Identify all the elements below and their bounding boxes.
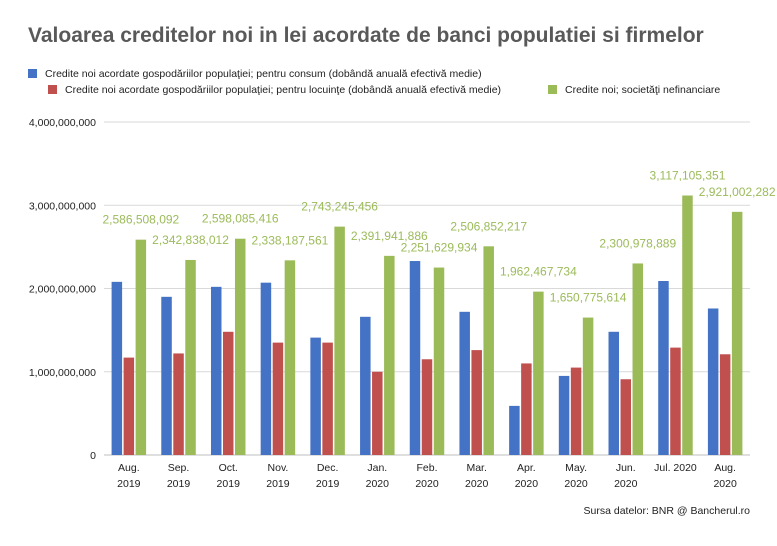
- bar-3: [731, 211, 743, 455]
- bar-2: [471, 350, 482, 455]
- bar-2: [372, 371, 383, 455]
- data-label: 2,391,941,886: [351, 229, 428, 243]
- x-tick-label-year: 2019: [117, 478, 141, 490]
- bar-1: [210, 286, 222, 455]
- legend-swatch-consum: [28, 69, 37, 78]
- x-tick-label-year: 2019: [167, 478, 191, 490]
- bar-1: [707, 308, 719, 455]
- x-tick-label: Aug.: [714, 462, 736, 474]
- bar-1: [558, 375, 570, 455]
- source-note: Sursa datelor: BNR @ Bancherul.ro: [583, 505, 750, 517]
- bar-1: [360, 316, 371, 455]
- x-tick-label-year: 2019: [266, 478, 290, 490]
- x-tick-label: Sep.: [168, 462, 190, 474]
- legend-swatch-locuinte: [48, 85, 57, 94]
- legend-item-locuinte: Credite noi acordate gospodăriilor popul…: [48, 84, 501, 96]
- bar-2: [570, 367, 582, 455]
- data-label: 2,598,085,416: [202, 212, 279, 226]
- bar-1: [459, 311, 470, 455]
- bar-3: [234, 238, 246, 455]
- bar-1: [161, 296, 172, 455]
- bar-2: [620, 379, 632, 455]
- bar-3: [135, 239, 147, 455]
- x-tick-label: Jun.: [616, 462, 636, 474]
- bar-3: [582, 317, 594, 455]
- bar-3: [632, 263, 644, 455]
- bar-2: [421, 359, 433, 455]
- x-tick-label: Jan.: [367, 462, 387, 474]
- y-tick-label: 4,000,000,000: [29, 117, 96, 129]
- y-tick-label: 2,000,000,000: [29, 284, 96, 296]
- data-label: 2,300,978,889: [599, 236, 676, 250]
- bar-1: [260, 282, 272, 455]
- bar-3: [185, 259, 196, 455]
- x-tick-label-year: 2020: [465, 478, 489, 490]
- x-tick-label: Mar.: [466, 462, 486, 474]
- bar-2: [670, 347, 681, 455]
- y-tick-label: 1,000,000,000: [29, 367, 96, 379]
- bar-3: [533, 291, 544, 455]
- chart-title: Valoarea creditelor noi in lei acordate …: [28, 24, 704, 47]
- data-label: 2,743,245,456: [301, 200, 378, 214]
- x-tick-label: Apr.: [517, 462, 536, 474]
- data-label: 2,342,838,012: [152, 233, 229, 247]
- bar-1: [658, 281, 669, 455]
- x-tick-label: Jul. 2020: [654, 462, 697, 474]
- data-label: 2,586,508,092: [102, 213, 179, 227]
- x-tick-label-year: 2020: [713, 478, 737, 490]
- y-tick-label: 0: [90, 450, 96, 462]
- bar-3: [433, 267, 445, 455]
- data-label: 3,117,105,351: [650, 169, 726, 183]
- x-tick-label-year: 2020: [614, 478, 638, 490]
- x-tick-label-year: 2020: [564, 478, 588, 490]
- legend-label-nefinanciare: Credite noi; societăţi nefinanciare: [565, 84, 721, 96]
- x-tick-label: Dec.: [317, 462, 339, 474]
- bar-2: [222, 331, 234, 455]
- x-tick-label-year: 2020: [366, 478, 390, 490]
- data-label: 2,338,187,561: [252, 233, 329, 247]
- bar-3: [334, 226, 345, 455]
- bar-1: [608, 331, 620, 455]
- x-tick-label: May.: [565, 462, 587, 474]
- x-tick-label-year: 2020: [515, 478, 539, 490]
- bar-1: [111, 281, 123, 455]
- y-tick-label: 3,000,000,000: [29, 200, 96, 212]
- data-label: 2,921,002,282: [699, 185, 776, 199]
- bar-1: [310, 337, 321, 455]
- bar-1: [509, 405, 520, 455]
- x-tick-label-year: 2020: [415, 478, 439, 490]
- x-tick-label-year: 2019: [316, 478, 340, 490]
- bar-2: [173, 353, 184, 455]
- x-tick-label: Feb.: [416, 462, 437, 474]
- bar-2: [521, 363, 532, 455]
- x-tick-label-year: 2019: [217, 478, 241, 490]
- bar-1: [409, 261, 421, 455]
- bar-3: [682, 195, 693, 455]
- x-tick-label: Nov.: [268, 462, 289, 474]
- legend-swatch-nefinanciare: [548, 85, 557, 94]
- bar-2: [322, 342, 333, 455]
- legend-item-consum: Credite noi acordate gospodăriilor popul…: [28, 68, 482, 80]
- data-label: 1,650,775,614: [550, 291, 627, 305]
- data-label: 1,962,467,734: [500, 265, 577, 279]
- bar-2: [123, 357, 135, 455]
- data-label: 2,251,629,934: [401, 241, 478, 255]
- bar-2: [272, 342, 284, 455]
- bar-2: [719, 354, 731, 455]
- bar-3: [384, 255, 395, 455]
- data-label: 2,506,852,217: [450, 219, 527, 233]
- x-tick-label: Oct.: [219, 462, 238, 474]
- legend-item-nefinanciare: Credite noi; societăţi nefinanciare: [548, 84, 720, 96]
- bar-3: [284, 260, 296, 455]
- legend-label-locuinte: Credite noi acordate gospodăriilor popul…: [65, 84, 502, 96]
- x-tick-label: Aug.: [118, 462, 140, 474]
- legend-label-consum: Credite noi acordate gospodăriilor popul…: [45, 68, 482, 80]
- bar-3: [483, 246, 494, 455]
